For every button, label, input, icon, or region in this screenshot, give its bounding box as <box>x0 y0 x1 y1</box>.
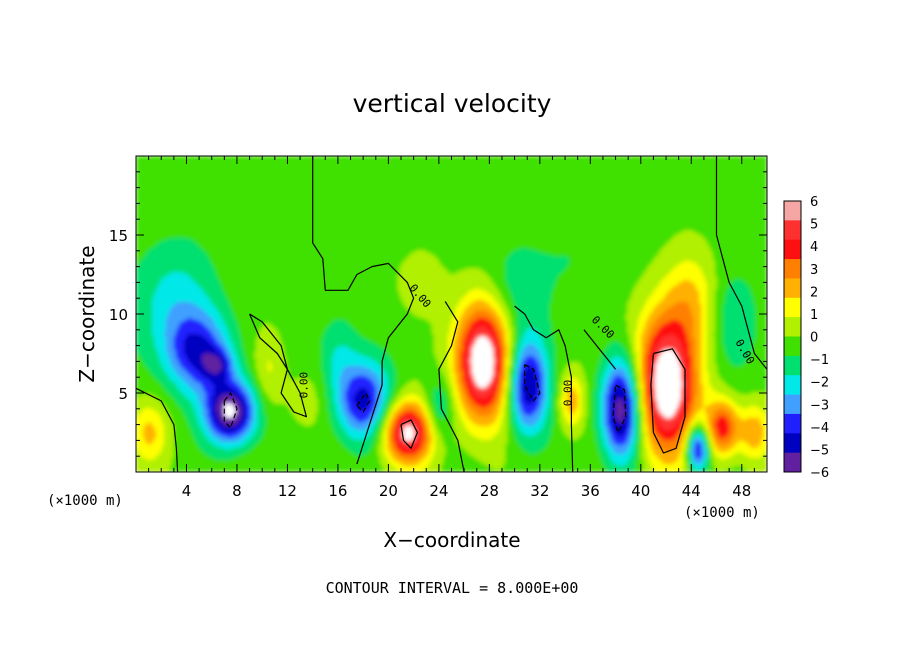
x-tick-label-5: 24 <box>429 482 448 500</box>
colorbar-label-7: −1 <box>810 353 829 368</box>
x-tick-label-3: 16 <box>328 482 347 500</box>
x-tick-label-10: 44 <box>682 482 701 500</box>
contour-line-10 <box>524 364 541 402</box>
contour-line-5 <box>514 305 574 472</box>
contour-lines <box>136 156 767 472</box>
colorbar-label-4: 2 <box>810 285 818 300</box>
colorbar-label-0: 6 <box>810 195 818 210</box>
colorbar-swatch-1 <box>784 220 801 241</box>
colorbar-swatch-6 <box>784 317 801 337</box>
contour-line-9 <box>356 392 371 413</box>
colorbar-swatch-0 <box>784 201 801 221</box>
x-tick-label-9: 40 <box>631 482 650 500</box>
contour-line-0 <box>312 156 415 465</box>
colorbar-swatch-12 <box>784 433 801 454</box>
contour-line-8 <box>223 392 238 429</box>
colorbar-label-10: −4 <box>810 421 829 436</box>
contour-line-3 <box>249 313 307 418</box>
colorbar-swatch-10 <box>784 394 801 415</box>
y-axis-ticks: 5 10 15 <box>109 171 767 457</box>
contour-label-2: 0.00 <box>561 380 574 407</box>
x-unit-right: (×1000 m) <box>684 505 760 521</box>
y-tick-label-2: 15 <box>109 227 128 245</box>
y-axis-label: Z−coordinate <box>75 245 99 382</box>
colorbar: 6 5 4 3 2 1 0 −1 −2 −3 −4 −5 −6 <box>783 195 829 481</box>
x-tick-label-1: 8 <box>232 482 242 500</box>
x-tick-label-6: 28 <box>480 482 499 500</box>
colorbar-swatch-11 <box>784 413 801 434</box>
x-tick-label-2: 12 <box>278 482 297 500</box>
x-axis-ticks: 4 8 12 16 20 24 28 32 36 40 44 48 <box>148 156 755 500</box>
x-tick-label-8: 36 <box>581 482 600 500</box>
colorbar-label-3: 3 <box>810 263 818 278</box>
contour-line-2 <box>136 387 179 472</box>
colorbar-label-1: 5 <box>810 218 818 233</box>
colorbar-label-8: −2 <box>810 376 829 391</box>
plot-area: 0.000.000.000.000.00 <box>136 156 767 472</box>
x-unit-left: (×1000 m) <box>47 493 123 509</box>
colorbar-label-9: −3 <box>810 398 829 413</box>
contour-line-12 <box>400 419 418 449</box>
colorbar-label-5: 1 <box>810 308 818 323</box>
colorbar-swatch-13 <box>784 452 801 473</box>
colorbar-label-12: −6 <box>810 466 829 481</box>
contour-line-6 <box>583 329 617 370</box>
x-tick-label-7: 32 <box>530 482 549 500</box>
velocity-field <box>136 156 767 472</box>
colorbar-label-11: −5 <box>810 443 829 458</box>
colorbar-swatch-8 <box>784 355 801 376</box>
colorbar-swatch-2 <box>784 239 801 260</box>
y-tick-label-1: 10 <box>109 306 128 324</box>
colorbar-label-2: 4 <box>810 240 818 255</box>
colorbar-swatch-5 <box>784 297 801 318</box>
chart-title: vertical velocity <box>353 89 552 118</box>
colorbar-label-6: 0 <box>810 331 818 346</box>
contour-line-11 <box>612 384 627 434</box>
contour-line-7 <box>650 348 686 454</box>
contour-line-1 <box>715 156 767 370</box>
colorbar-swatch-3 <box>784 259 801 279</box>
contour-label-0: 0.00 <box>298 372 311 399</box>
x-tick-label-11: 48 <box>732 482 751 500</box>
x-axis-label: X−coordinate <box>383 528 520 552</box>
colorbar-swatch-4 <box>784 278 801 299</box>
colorbar-swatch-9 <box>784 375 801 396</box>
x-tick-label-0: 4 <box>182 482 192 500</box>
colorbar-swatch-7 <box>784 336 801 357</box>
colorbar-frame <box>783 200 802 473</box>
contour-interval-note: CONTOUR INTERVAL = 8.000E+00 <box>326 579 579 597</box>
y-tick-label-0: 5 <box>118 385 128 403</box>
x-tick-label-4: 20 <box>379 482 398 500</box>
contour-line-4 <box>438 301 465 472</box>
